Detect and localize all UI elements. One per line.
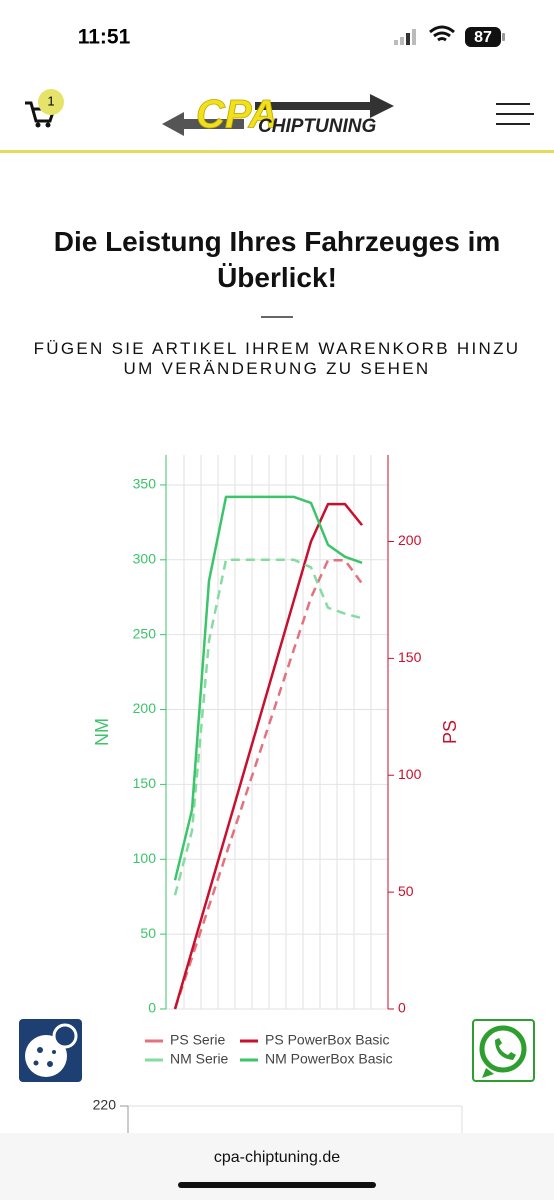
cart-count: 1 [47, 93, 54, 108]
logo-arrow [162, 112, 244, 136]
header-border [0, 150, 554, 153]
legend-label: NM PowerBox Basic [265, 1051, 393, 1067]
wifi [429, 25, 455, 42]
y2-tick-label: 150 [398, 649, 422, 665]
logo-name[interactable]: CHIPTUNING [258, 116, 376, 137]
y-tick-label: 300 [133, 551, 157, 567]
subheading: FÜGEN SIE ARTIKEL IHREM WARENKORB HINZU … [33, 339, 521, 378]
y-axis-label: NM [92, 718, 112, 746]
y2-tick-label: 200 [398, 532, 422, 548]
y-tick-label: 0 [148, 1000, 156, 1016]
battery [465, 27, 501, 47]
chart: 0 50 100 150 200 250 300 350 0 50 100 150 200 NM PS PS … [92, 455, 460, 1067]
series-line [173, 558, 363, 896]
y2-tick-label: 100 [398, 766, 422, 782]
y-tick-label: 250 [133, 625, 157, 641]
cart-wheel [45, 122, 51, 128]
clock: 11:51 [78, 26, 131, 49]
legend-label: NM Serie [170, 1051, 229, 1067]
y-tick-label: 100 [133, 850, 157, 866]
browser-bar [0, 1133, 554, 1200]
signal [394, 29, 416, 45]
y-tick-label: 350 [133, 476, 157, 492]
menu[interactable] [496, 103, 534, 125]
logo[interactable]: CPA CHIPTUNING [162, 92, 394, 137]
home-indicator [178, 1182, 376, 1188]
y-tick-label: 220 [93, 1097, 117, 1113]
url[interactable]: cpa-chiptuning.de [214, 1149, 340, 1166]
legend-label: PS PowerBox Basic [265, 1032, 390, 1048]
whatsapp-button[interactable] [472, 1019, 535, 1082]
cart-badge [38, 89, 64, 115]
series-line [173, 495, 363, 881]
cookie-button[interactable] [19, 1019, 82, 1082]
cart[interactable]: 1 [25, 89, 64, 128]
logo-arrow [255, 94, 394, 118]
y2-tick-label: 0 [398, 1000, 406, 1016]
cart-wheel [35, 122, 41, 128]
battery-tip [502, 33, 505, 41]
y2-axis-label: PS [440, 720, 460, 744]
y-tick-label: 150 [133, 775, 157, 791]
y-tick-label: 50 [140, 925, 156, 941]
y2-tick-label: 50 [398, 883, 414, 899]
series-line [173, 502, 363, 1010]
y-tick-label: 200 [133, 700, 157, 716]
legend-label: PS Serie [170, 1032, 225, 1048]
battery-level: 87 [474, 29, 492, 46]
logo-brand[interactable]: CPA [196, 92, 278, 137]
heading: Die Leistung Ihres Fahrzeuges im Überlic… [53, 226, 501, 293]
